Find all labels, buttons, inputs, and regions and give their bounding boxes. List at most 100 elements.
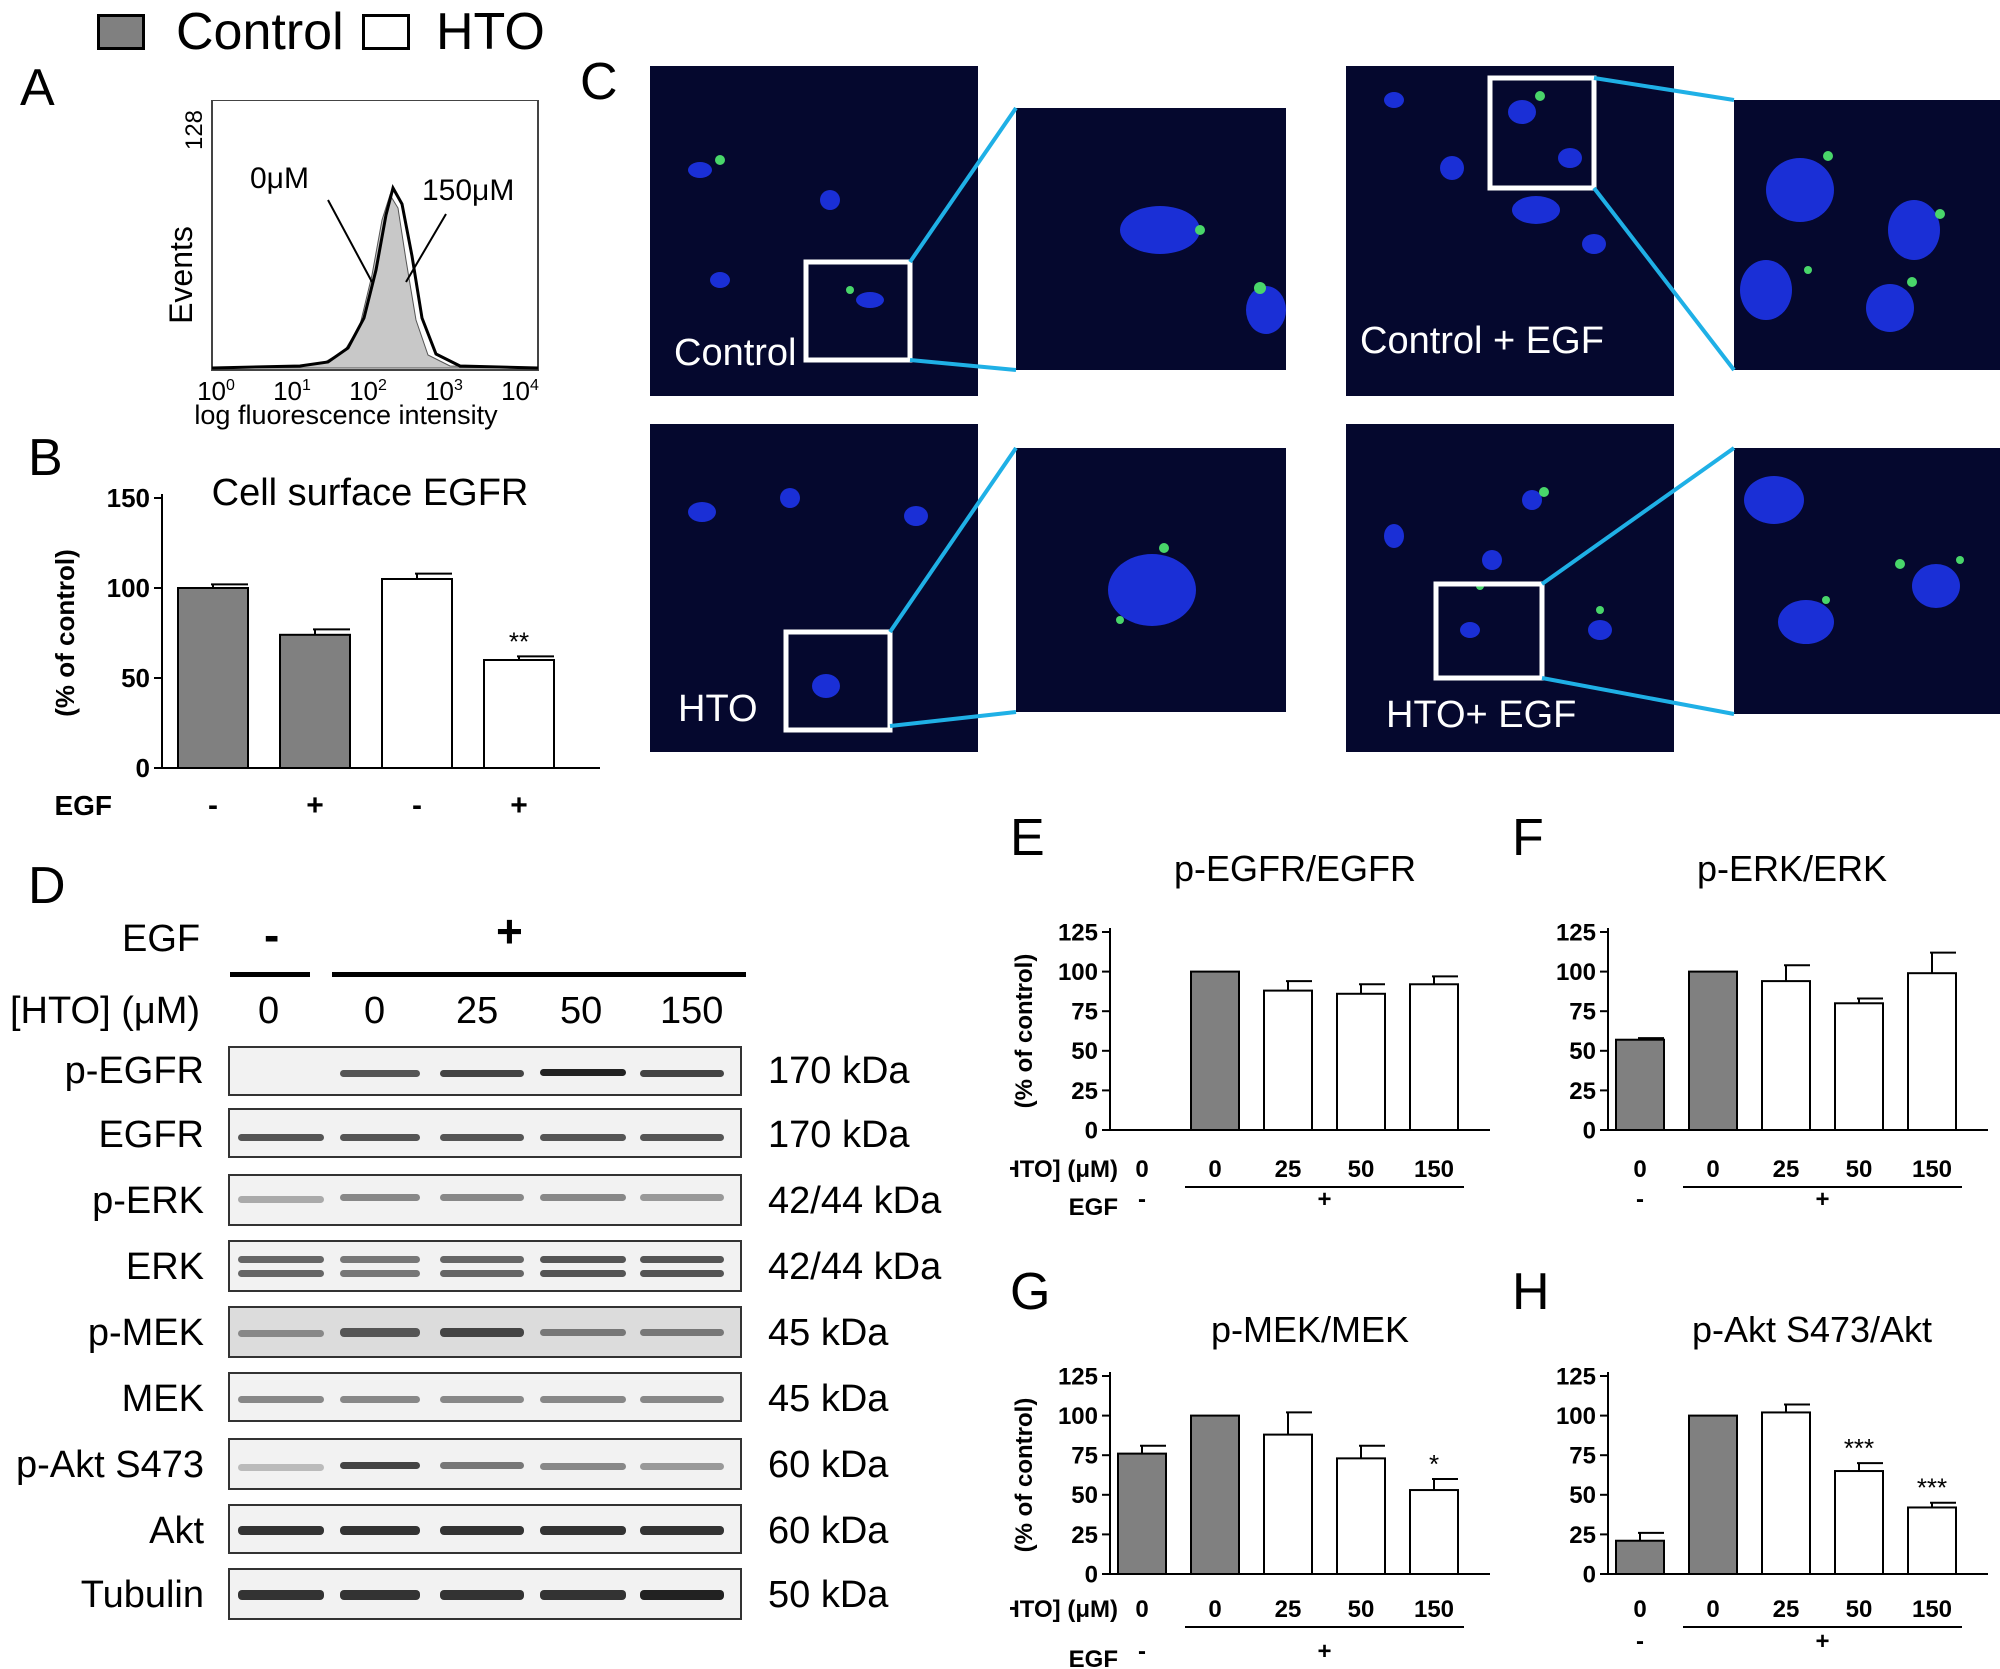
blot-band [440, 1194, 524, 1201]
micro-caption-hto-egf: HTO+ EGF [1386, 694, 1577, 736]
cell-nucleus [1460, 622, 1480, 638]
micro-control: Control [650, 66, 978, 396]
panel-letter-a: A [20, 59, 55, 117]
y-axis-label: (% of control) [50, 549, 80, 717]
significance-label: *** [1917, 1473, 1947, 1503]
punctum [715, 155, 725, 165]
cell-nucleus [1120, 206, 1200, 254]
cell-nucleus [710, 272, 730, 288]
inset-box-control-egf [1487, 75, 1597, 191]
x-tick-label: 0 [1706, 1596, 1719, 1623]
blot-strip [228, 1306, 742, 1358]
blot-row-kda: 170 kDa [768, 1114, 910, 1156]
cell-nucleus [1766, 158, 1834, 222]
cell-nucleus [780, 488, 800, 508]
blot-band [238, 1134, 324, 1141]
x-tick-label: 0 [1135, 1596, 1148, 1623]
connector-line [1540, 446, 1736, 586]
bar [1615, 1038, 1665, 1132]
inset-box-control [803, 259, 913, 363]
blot-band [540, 1526, 626, 1535]
x-tick-label: 25 [1275, 1596, 1302, 1623]
blot-band [440, 1328, 524, 1337]
blot-band [640, 1256, 724, 1263]
x-tick-4: 104 [501, 376, 539, 406]
histogram-150um-line [211, 184, 539, 370]
blot-band [540, 1270, 626, 1277]
bar [1263, 989, 1313, 1131]
y-tick-label: 25 [1071, 1522, 1098, 1549]
cell-nucleus [1522, 490, 1542, 510]
blot-band [238, 1330, 324, 1337]
y-tick-label: 0 [1085, 1561, 1098, 1588]
bar [1336, 992, 1386, 1131]
bar [1263, 1433, 1313, 1575]
blot-band [640, 1329, 724, 1336]
blot-hto-label: [HTO] (μM) [10, 990, 201, 1032]
blot-band [340, 1396, 420, 1403]
cell-nucleus [1866, 284, 1914, 332]
y-tick-label: 125 [1556, 919, 1596, 946]
punctum [1956, 556, 1964, 564]
legend-swatch-hto [362, 14, 410, 50]
x-tick-1: 101 [273, 376, 311, 406]
micro-cells [688, 92, 1960, 698]
bar [483, 659, 555, 769]
punctum [1254, 282, 1266, 294]
blot-strip [228, 1046, 742, 1096]
blot-band [540, 1194, 626, 1201]
inset-box-hto-egf [1433, 581, 1545, 681]
x-tick-label: + [306, 789, 324, 822]
micro-control-egf-zoom [1734, 100, 2000, 370]
blot-band [640, 1070, 724, 1077]
blot-band [440, 1396, 524, 1403]
blot-row-kda: 42/44 kDa [768, 1180, 942, 1222]
blot-band [440, 1070, 524, 1077]
y-tick-label: 75 [1569, 999, 1596, 1026]
cell-nucleus [688, 502, 716, 522]
cell-nucleus [1888, 200, 1940, 260]
punctum [846, 286, 854, 294]
blot-row-kda: 45 kDa [768, 1378, 889, 1420]
hto-row-label: [HTO] (μM) [1010, 1156, 1118, 1183]
punctum [1535, 91, 1545, 101]
y-axis-label: (% of control) [1011, 1398, 1038, 1553]
x-tick-label: 0 [1633, 1156, 1646, 1183]
blot-row-kda: 60 kDa [768, 1444, 889, 1486]
micro-caption-control-egf: Control + EGF [1360, 320, 1604, 362]
punctum [1822, 596, 1830, 604]
x-tick-label: 150 [1912, 1596, 1952, 1623]
blot-dose-1: 0 [364, 990, 386, 1032]
y-tick-label: 50 [1569, 1482, 1596, 1509]
blot-band [340, 1194, 420, 1201]
blot-band [640, 1396, 724, 1403]
micro-connectors [888, 76, 1736, 728]
cell-nucleus [1440, 156, 1464, 180]
significance-label: *** [1844, 1433, 1874, 1463]
x-tick-label: 0 [1208, 1156, 1221, 1183]
blot-band [340, 1462, 420, 1469]
x-tick-label: 0 [1706, 1156, 1719, 1183]
y-tick-label: 100 [1556, 959, 1596, 986]
egf-minus: - [1636, 1186, 1644, 1213]
blot-band [440, 1134, 524, 1141]
blot-band [640, 1134, 724, 1141]
x-tick-label: 25 [1275, 1156, 1302, 1183]
punctum [1195, 225, 1205, 235]
y-tick-label: 50 [1071, 1038, 1098, 1065]
micro-hto-egf: HTO+ EGF [1346, 424, 1674, 752]
blot-band [440, 1590, 524, 1600]
histogram-xlabel: log fluorescence intensity [194, 400, 498, 430]
significance-label: ** [509, 626, 529, 656]
cell-nucleus [1482, 550, 1502, 570]
bar-chart-f: p-ERK/ERK 0 25 50 75 100 125 0 0 25 50 150 - + [1556, 848, 1988, 1213]
blot-band [440, 1526, 524, 1535]
panel-letter-h: H [1512, 1263, 1550, 1321]
y-tick-label: 100 [1058, 1403, 1098, 1430]
y-tick-label: 50 [1569, 1038, 1596, 1065]
blot-band [238, 1464, 324, 1471]
connector-line [1593, 76, 1735, 102]
x-tick-label: 50 [1846, 1156, 1873, 1183]
egf-row-label: EGF [54, 790, 112, 821]
y-tick-label: 125 [1058, 1363, 1098, 1390]
